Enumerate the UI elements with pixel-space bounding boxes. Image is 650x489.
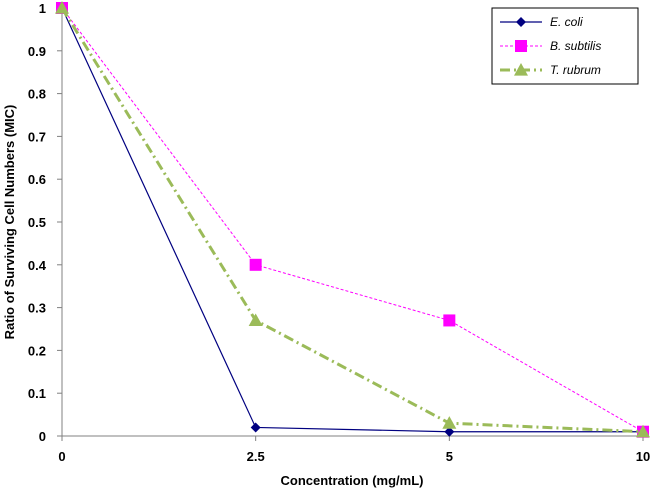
legend-label: B. subtilis: [550, 39, 601, 53]
legend-marker: [514, 63, 528, 76]
data-point: [248, 313, 263, 327]
y-tick-label: 0.2: [28, 343, 46, 358]
data-point: [250, 422, 261, 433]
data-point: [442, 416, 457, 429]
x-tick-label: 10: [636, 449, 650, 464]
series-layer: [55, 1, 650, 438]
x-tick-label: 2.5: [247, 449, 265, 464]
series-line: [61, 7, 643, 433]
legend-label: E. coli: [550, 15, 583, 29]
data-point: [249, 258, 262, 271]
data-point: [443, 314, 456, 327]
legend-marker: [516, 17, 526, 27]
data-point: [444, 426, 455, 437]
y-axis-title: Ratio of Surviving Cell Numbers (MIC): [2, 105, 17, 340]
legend-marker: [515, 40, 527, 52]
y-ticks: 0 0.1 0.2 0.3 0.4 0.5 0.6 0.7 0.8 0.9 1: [28, 1, 62, 444]
x-axis-title: Concentration (mg/mL): [281, 473, 424, 488]
series-line: [61, 7, 644, 433]
y-tick-label: 0.6: [28, 172, 46, 187]
data-point: [55, 1, 69, 14]
y-tick-label: 0.9: [28, 44, 46, 59]
legend-item: E. coli: [500, 15, 583, 29]
y-tick-label: 0.1: [28, 386, 46, 401]
y-tick-label: 0: [39, 429, 46, 444]
x-ticks: 0 2.5 5 10: [58, 436, 650, 464]
x-tick-label: 5: [446, 449, 453, 464]
legend-item: T. rubrum: [500, 63, 601, 77]
legend: E. coli B. subtilis T. rubrum: [491, 7, 639, 85]
data-point: [636, 424, 650, 438]
x-tick-label: 0: [58, 449, 65, 464]
y-tick-label: 0.7: [28, 129, 46, 144]
y-tick-label: 0.3: [28, 301, 46, 316]
y-tick-label: 1: [39, 1, 46, 16]
y-tick-label: 0.8: [28, 87, 46, 102]
y-tick-label: 0.4: [28, 258, 47, 273]
legend-label: T. rubrum: [550, 63, 601, 77]
series-line: [60, 7, 644, 434]
series-t-rubrum: [55, 1, 650, 438]
legend-item: B. subtilis: [500, 39, 601, 53]
y-tick-label: 0.5: [28, 215, 46, 230]
